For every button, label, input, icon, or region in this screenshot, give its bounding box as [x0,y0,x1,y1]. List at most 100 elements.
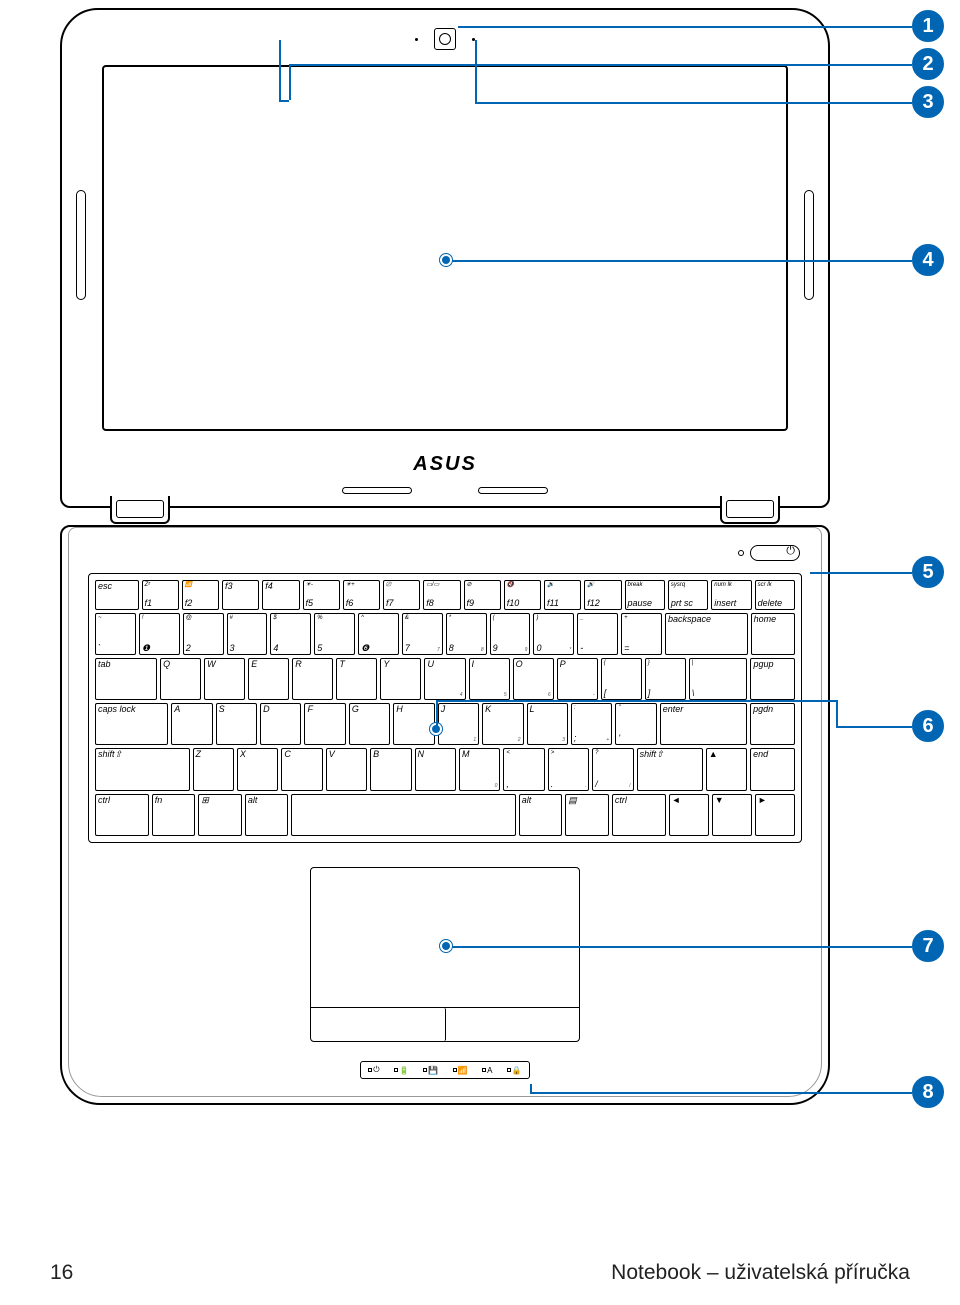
key-2[interactable]: @2 [183,613,224,655]
key-f7[interactable]: ⎚f7 [383,580,420,610]
key-0[interactable]: )0* [533,613,574,655]
key-f2[interactable]: 📶f2 [182,580,219,610]
key-pgup[interactable]: pgup [750,658,795,700]
power-led-icon [738,550,744,556]
key--[interactable]: :;+ [571,703,612,745]
key-g[interactable]: G [349,703,390,745]
key-ctrl[interactable]: ctrl [612,794,666,836]
key--[interactable]: += [621,613,662,655]
key-pause[interactable]: breakpause [625,580,665,610]
key-alt[interactable]: alt [519,794,563,836]
key-6[interactable]: ^❻ [358,613,399,655]
key-space[interactable] [291,794,515,836]
key-r[interactable]: R [292,658,333,700]
key-esc[interactable]: esc [95,580,139,610]
key-f5[interactable]: ☀-f5 [303,580,340,610]
key-f3[interactable]: f3 [222,580,259,610]
key-a[interactable]: A [171,703,212,745]
callout-dot-4 [440,254,452,266]
key-f[interactable]: F [304,703,345,745]
key-3[interactable]: #3 [227,613,268,655]
key-alt[interactable]: alt [245,794,289,836]
touchpad[interactable] [310,867,580,1042]
key-caps-lock[interactable]: caps lock [95,703,168,745]
key-f9[interactable]: ⊘f9 [464,580,501,610]
callout-6: 6 [912,710,944,742]
key-e[interactable]: E [248,658,289,700]
key-enter[interactable]: enter [660,703,747,745]
key-f12[interactable]: 🔊f12 [584,580,621,610]
key-f4[interactable]: f4 [262,580,299,610]
key-c[interactable]: C [281,748,322,790]
key-n[interactable]: N [415,748,456,790]
key--[interactable]: ► [755,794,795,836]
key-k[interactable]: K2 [482,703,523,745]
key--[interactable]: _- [577,613,618,655]
key-l[interactable]: L3 [527,703,568,745]
key-f8[interactable]: ▭/▭f8 [423,580,460,610]
key-i[interactable]: I5 [469,658,510,700]
webcam-icon [434,28,456,50]
key-v[interactable]: V [326,748,367,790]
callout-3: 3 [912,86,944,118]
key-s[interactable]: S [216,703,257,745]
key-7[interactable]: &77 [402,613,443,655]
key-d[interactable]: D [260,703,301,745]
key-f6[interactable]: ☀+f6 [343,580,380,610]
key--[interactable]: ⊞ [198,794,242,836]
key-delete[interactable]: scr lkdelete [755,580,795,610]
key-b[interactable]: B [370,748,411,790]
key-1[interactable]: !❶ [139,613,180,655]
key--[interactable]: >.. [548,748,589,790]
key--[interactable]: {[ [601,658,642,700]
key-shift-[interactable]: shift⇧ [637,748,703,790]
touchpad-right-button[interactable] [446,1008,580,1041]
speaker-left-icon [76,190,86,300]
key-prt-sc[interactable]: sysrqprt sc [668,580,708,610]
key-f10[interactable]: 🔇f10 [504,580,541,610]
key-end[interactable]: end [750,748,795,790]
touchpad-left-button[interactable] [311,1008,446,1041]
key-j[interactable]: J1 [438,703,479,745]
key--[interactable]: ▤ [565,794,609,836]
key-h[interactable]: H [393,703,434,745]
key-p[interactable]: P- [557,658,598,700]
page-title: Notebook – uživatelská příručka [611,1261,910,1285]
key-5[interactable]: %5 [314,613,355,655]
key-x[interactable]: X [237,748,278,790]
key--[interactable]: ▼ [712,794,752,836]
key--[interactable]: <, [503,748,544,790]
key-z[interactable]: Z [193,748,234,790]
key--[interactable]: "' [615,703,656,745]
key--[interactable]: }] [645,658,686,700]
key-w[interactable]: W [204,658,245,700]
key-u[interactable]: U4 [424,658,465,700]
key-t[interactable]: T [336,658,377,700]
key-fn[interactable]: fn [152,794,196,836]
key-insert[interactable]: num lkinsert [711,580,751,610]
key-m[interactable]: M0 [459,748,500,790]
key--[interactable]: ▲ [706,748,747,790]
key-f1[interactable]: Zᶻf1 [142,580,179,610]
key--[interactable]: |\ [689,658,748,700]
key-tab[interactable]: tab [95,658,157,700]
key-backspace[interactable]: backspace [665,613,748,655]
key-8[interactable]: *88 [446,613,487,655]
key-shift-[interactable]: shift⇧ [95,748,190,790]
key-f11[interactable]: 🔉f11 [544,580,581,610]
key-pgdn[interactable]: pgdn [750,703,795,745]
key-o[interactable]: O6 [513,658,554,700]
key-home[interactable]: home [751,613,795,655]
speaker-right-icon [804,190,814,300]
key-q[interactable]: Q [160,658,201,700]
indicator-icon: 🔋 [394,1066,409,1075]
key-ctrl[interactable]: ctrl [95,794,149,836]
key--[interactable]: ~` [95,613,136,655]
key-4[interactable]: $4 [270,613,311,655]
indicator-icon: A [482,1066,492,1075]
power-button[interactable] [750,545,800,561]
key-9[interactable]: (99 [490,613,531,655]
key--[interactable]: ?// [592,748,633,790]
key-y[interactable]: Y [380,658,421,700]
key--[interactable]: ◄ [669,794,709,836]
